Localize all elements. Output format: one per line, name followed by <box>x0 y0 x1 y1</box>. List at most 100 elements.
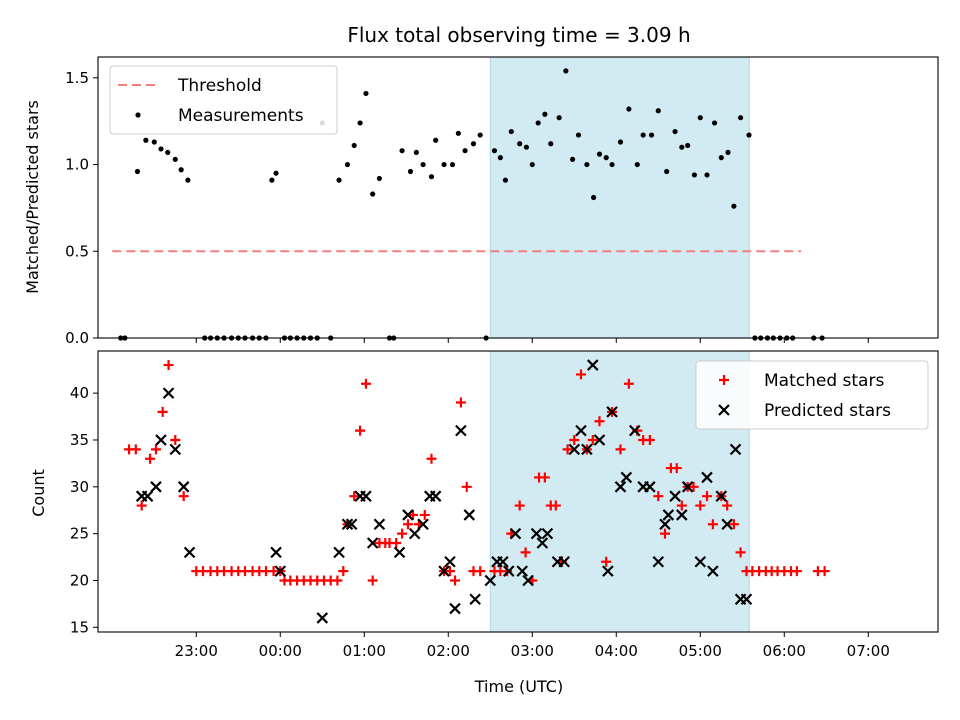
predicted-star-point <box>455 424 467 437</box>
x-tick-label: 00:00 <box>259 642 302 660</box>
measurement-point <box>420 161 426 168</box>
bottom-legend: Matched stars Predicted stars <box>695 360 929 430</box>
measurement-point <box>497 155 503 161</box>
matched-star-point <box>332 575 343 586</box>
measurement-point <box>626 106 632 112</box>
bottom-y-tick-label: 15 <box>70 618 89 636</box>
predicted-star-point <box>740 593 753 605</box>
predicted-star-point <box>662 509 675 521</box>
measurement-point <box>336 177 342 183</box>
matched-star-point <box>819 566 830 577</box>
predicted-star-point <box>575 424 587 437</box>
predicted-star-point <box>484 574 497 587</box>
predicted-star-point <box>270 546 282 559</box>
predicted-star-point <box>729 443 742 456</box>
measurement-point <box>477 132 483 138</box>
top-axes-frame <box>97 56 939 339</box>
measurement-point <box>172 156 178 162</box>
predicted-star-point <box>141 490 154 502</box>
measurement-point <box>704 172 710 178</box>
measurement-point <box>273 170 279 176</box>
matched-star-point <box>426 453 437 464</box>
measurement-point <box>370 191 376 197</box>
top-legend: Threshold Measurements <box>109 65 338 135</box>
measurement-point <box>399 148 405 154</box>
matched-star-point <box>178 491 189 502</box>
matched-star-point <box>707 519 718 530</box>
measurement-point <box>363 90 369 97</box>
measurement-point <box>570 156 576 162</box>
matched-star-point <box>355 425 366 436</box>
matched-star-point <box>130 444 141 455</box>
measurement-point <box>725 149 731 156</box>
predicted-star-point <box>429 490 442 502</box>
matched-star-point <box>419 509 430 520</box>
predicted-star-point <box>707 565 719 577</box>
matched-star-point <box>475 566 486 577</box>
legend-box <box>109 65 338 135</box>
predicted-star-point <box>602 565 614 577</box>
matched-star-point <box>520 547 531 558</box>
matched-star-point <box>150 444 161 455</box>
matched-star-point <box>163 360 174 371</box>
measurement-point <box>151 139 157 145</box>
measurement-point <box>672 128 678 135</box>
measurement-point <box>376 175 382 182</box>
measurement-point <box>351 142 357 149</box>
measurement-point <box>718 155 724 161</box>
measurement-point <box>556 115 562 121</box>
predicted-star-point <box>360 490 372 502</box>
predicted-star-point <box>581 443 593 456</box>
matched-star-point <box>450 575 460 586</box>
predicted-star-point <box>522 574 534 587</box>
measurement-point <box>648 132 655 138</box>
predicted-star-point <box>541 527 554 540</box>
predicted-star-point <box>463 509 476 521</box>
bottom-y-tick-label: 30 <box>70 478 89 496</box>
matched-star-point <box>360 378 371 389</box>
predicted-star-point <box>162 387 175 399</box>
top-y-axis-label: Matched/Predicted stars <box>23 100 42 294</box>
predicted-star-point <box>586 359 599 371</box>
measurement-point <box>165 149 171 156</box>
predicted-star-point <box>694 555 707 568</box>
legend-label: Measurements <box>178 106 304 126</box>
predicted-star-point <box>652 555 665 568</box>
matched-star-point <box>702 491 712 502</box>
matched-star-point <box>791 566 802 577</box>
top-panel: 0.0 0.5 1.0 1.5 Threshold Measurements <box>65 56 939 347</box>
matched-star-point <box>569 434 580 445</box>
bottom-y-tick-label: 20 <box>70 571 89 589</box>
measurement-point <box>584 161 590 168</box>
predicted-star-point <box>516 565 528 577</box>
bottom-series-predicted-stars <box>135 359 753 624</box>
predicted-star-point <box>341 518 354 531</box>
top-y-tick-label: 0.5 <box>65 242 89 260</box>
bottom-y-axis-label: Count <box>29 469 48 517</box>
matched-star-point <box>402 519 413 530</box>
measurement-point <box>617 139 624 145</box>
matched-star-point <box>623 378 634 389</box>
predicted-star-point <box>393 546 406 559</box>
chart-title: Flux total observing time = 3.09 h <box>347 23 690 47</box>
top-y-tick-label: 1.0 <box>65 156 89 174</box>
predicted-star-point <box>593 434 606 446</box>
matched-star-point <box>391 538 402 549</box>
measurement-point <box>563 68 569 74</box>
predicted-star-point <box>333 546 345 559</box>
matched-star-point <box>594 416 605 427</box>
measurement-point <box>575 132 582 138</box>
predicted-star-point <box>715 490 728 502</box>
bottom-panel: 15 20 25 30 35 40 23:00 00:00 01:00 02:00 03:00 04:… <box>70 350 939 660</box>
top-y-tick-label: 0.0 <box>65 329 89 347</box>
predicted-star-point <box>681 481 694 493</box>
legend-box <box>695 360 929 430</box>
bottom-y-tick-label: 25 <box>70 525 89 543</box>
predicted-star-point <box>373 518 386 531</box>
predicted-star-point <box>274 565 287 577</box>
predicted-star-point <box>169 443 182 456</box>
legend-label: Predicted stars <box>764 401 891 421</box>
matched-star-point <box>688 481 699 492</box>
measurement-point <box>407 168 414 175</box>
